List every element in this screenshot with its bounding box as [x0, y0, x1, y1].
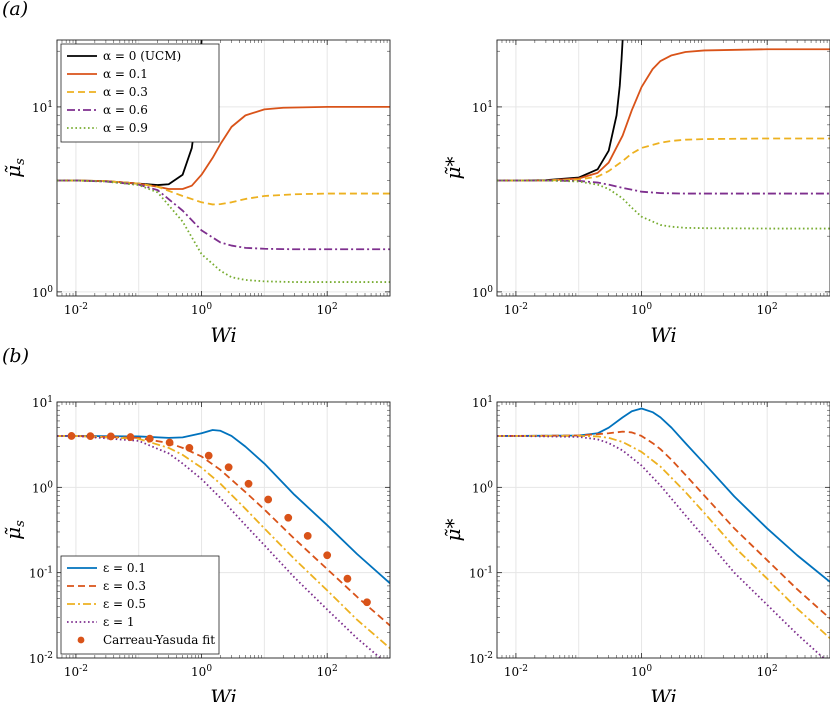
y-tick-label: 10-2 — [469, 651, 493, 666]
y-tick-label: 100 — [472, 480, 493, 495]
y-tick-label: 10-1 — [469, 566, 493, 581]
y-tick-label: 100 — [32, 285, 53, 300]
data-point-5 — [165, 438, 174, 447]
data-point-5 — [185, 443, 194, 452]
series-group — [57, 429, 390, 658]
x-tick-label: 10-2 — [64, 664, 88, 679]
y-tick-label: 101 — [32, 395, 53, 410]
data-point-5 — [204, 451, 213, 460]
legend-label: α = 0 (UCM) — [103, 49, 181, 63]
chart-a-right: 10-2 100 102 100 101 Wi μ̃* — [441, 39, 830, 347]
x-tick-label: 10-2 — [64, 302, 88, 317]
chart-b-right: 10-2 100 102 10-2 10-1 100 101 Wi μ̃* — [441, 395, 830, 702]
data-point-5 — [323, 551, 332, 560]
x-tick-label: 100 — [191, 664, 212, 679]
axes-box — [56, 39, 391, 297]
y-tick-label: 10-2 — [29, 651, 53, 666]
data-point-5 — [343, 574, 352, 583]
series-line-4 — [497, 179, 830, 195]
x-tick-label: 100 — [631, 664, 652, 679]
legend-label: Carreau-Yasuda fit — [103, 633, 215, 647]
series-line-3 — [497, 137, 830, 182]
series-line-2 — [497, 48, 830, 182]
series-line-2 — [57, 435, 390, 627]
series-line-5 — [497, 179, 830, 230]
legend-label: α = 0.9 — [103, 121, 148, 135]
legend-label: α = 0.1 — [103, 67, 148, 81]
series-line-4 — [497, 435, 825, 658]
series-line-2 — [497, 430, 830, 620]
x-tick-label: 10-2 — [504, 664, 528, 679]
y-tick-label: 100 — [472, 285, 493, 300]
y-tick-label: 10-1 — [29, 566, 53, 581]
legend-label: ε = 0.3 — [103, 579, 146, 593]
y-axis-title: μ̃* — [441, 519, 465, 542]
series-group — [57, 40, 390, 283]
series-line-3 — [497, 435, 830, 640]
data-point-5 — [264, 495, 273, 504]
grid — [497, 40, 830, 296]
series-group — [497, 40, 830, 230]
data-point-5 — [106, 432, 115, 441]
y-tick-label: 101 — [472, 395, 493, 410]
data-point-5 — [67, 432, 76, 440]
data-point-5 — [363, 598, 371, 607]
legend: α = 0 (UCM) α = 0.1 α = 0.3 α = 0.6 α = 0.9 — [60, 43, 220, 143]
data-point-5 — [244, 479, 253, 488]
legend: ε = 0.1 ε = 0.3 ε = 0.5 ε = 1 Carreau-Yasuda… — [60, 555, 220, 655]
minor-ticks — [496, 40, 830, 296]
x-tick-label: 10-2 — [504, 302, 528, 317]
x-axis-title: Wi — [650, 685, 677, 702]
series-line-3 — [57, 435, 390, 649]
legend-label: ε = 1 — [103, 615, 135, 629]
x-tick-label: 102 — [317, 664, 338, 679]
legend-label: ε = 0.1 — [103, 561, 146, 575]
y-tick-label: 100 — [32, 480, 53, 495]
y-axis-title: μ̃s — [1, 520, 28, 540]
data-point-5 — [284, 513, 293, 522]
axes-box — [496, 39, 830, 297]
axes-box — [496, 401, 830, 659]
data-point-5 — [145, 434, 154, 443]
series-line-4 — [57, 435, 382, 658]
x-axis-title: Wi — [210, 323, 237, 347]
data-point-5 — [86, 432, 95, 441]
data-point-5 — [126, 433, 135, 441]
legend-marker — [77, 636, 85, 644]
legend-box — [60, 555, 220, 655]
data-point-5 — [224, 463, 233, 472]
series-line-5 — [57, 179, 390, 283]
minor-ticks — [496, 402, 830, 658]
y-axis-title: μ̃s — [1, 158, 28, 178]
x-tick-label: 102 — [317, 302, 338, 317]
legend-label: α = 0.6 — [103, 103, 148, 117]
legend-label: ε = 0.5 — [103, 597, 146, 611]
legend-box — [60, 43, 220, 143]
x-tick-label: 100 — [631, 302, 652, 317]
x-tick-label: 100 — [191, 302, 212, 317]
series-group — [497, 407, 830, 658]
y-tick-label: 101 — [32, 100, 53, 115]
x-tick-label: 102 — [757, 302, 778, 317]
legend-label: α = 0.3 — [103, 85, 148, 99]
panel-label-a: (a) — [2, 0, 29, 20]
y-axis-title: μ̃* — [441, 157, 465, 180]
axes-box — [56, 401, 391, 659]
series-line-1 — [497, 407, 830, 583]
panel-label-b: (b) — [2, 345, 29, 367]
data-point-5 — [303, 531, 312, 540]
series-line-3 — [57, 179, 390, 206]
x-tick-label: 102 — [757, 664, 778, 679]
x-axis-title: Wi — [650, 323, 677, 347]
y-tick-label: 101 — [472, 100, 493, 115]
x-axis-title: Wi — [210, 685, 237, 702]
grid — [497, 401, 830, 659]
series-line-4 — [57, 179, 390, 251]
